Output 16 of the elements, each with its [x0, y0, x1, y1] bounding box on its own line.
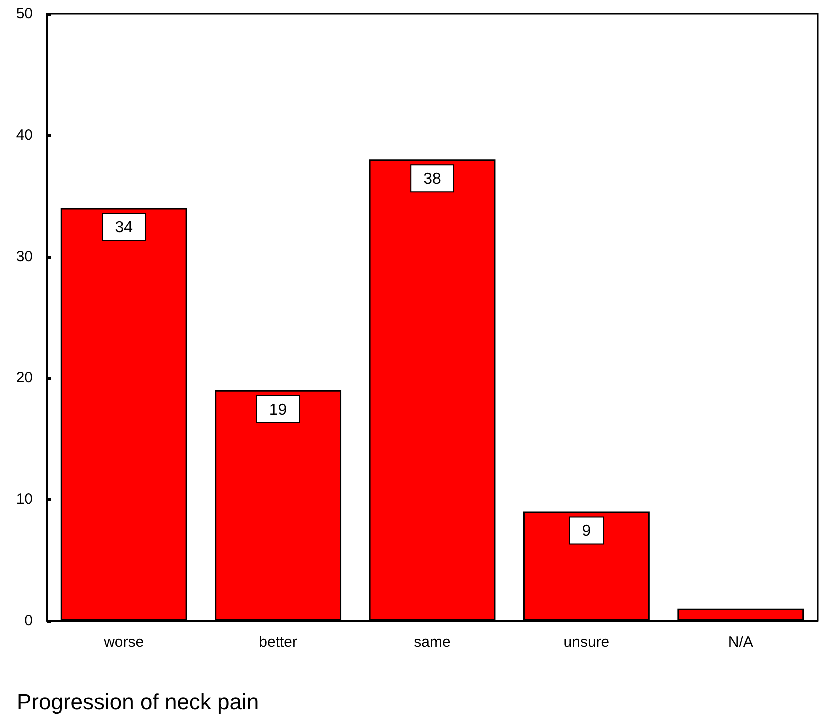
y-tick-label: 10	[16, 491, 33, 508]
y-tick-label: 40	[16, 126, 33, 144]
x-tick-label: unsure	[564, 634, 610, 651]
data-label: 34	[115, 220, 134, 237]
data-label: 38	[424, 171, 442, 188]
y-tick-label: 0	[24, 612, 33, 630]
y-tick-label: 30	[16, 248, 33, 266]
x-tick-label: better	[259, 634, 298, 651]
x-tick-label: worse	[103, 634, 144, 651]
data-label: 9	[582, 523, 592, 540]
x-tick-label: N/A	[728, 634, 754, 651]
y-tick-label: 50	[16, 6, 33, 22]
data-label: 19	[269, 402, 288, 419]
y-tick-label: 20	[16, 370, 33, 387]
x-tick-label: same	[414, 634, 451, 651]
x-axis-title: Progression of neck pain	[17, 690, 260, 714]
